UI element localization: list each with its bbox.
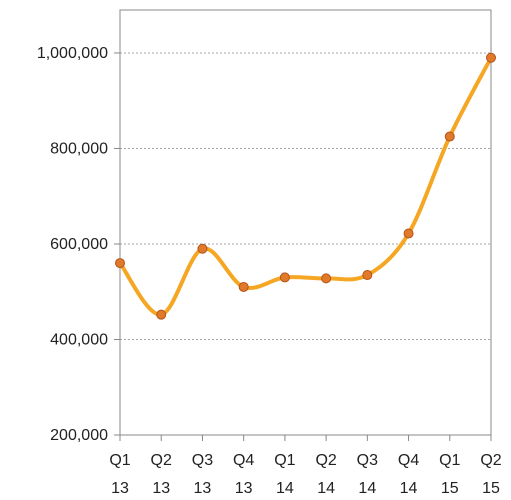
x-axis-ticks: Q1 13 Q2 13 Q3 13 Q4 13 Q1 14 Q2 14 Q3 14 Q4 14 Q1 15 Q2 15 [109,435,502,497]
data-point [321,273,332,284]
data-point [238,281,249,292]
data-point [362,270,373,281]
x-tick-label: 14 [317,480,335,497]
y-tick-label: 400,000 [50,331,108,348]
x-tick-label: Q1 [439,452,460,469]
series-line [118,55,493,317]
gridlines [120,52,491,340]
x-tick-label: Q2 [315,452,336,469]
y-axis-ticks: 200,000 400,000 600,000 800,000 1,000,000 [37,45,120,444]
series-markers [115,52,496,320]
data-point [115,258,125,269]
data-point [156,309,167,320]
y-tick-label: 800,000 [50,140,108,157]
x-tick-label: Q4 [398,452,419,469]
x-tick-label: Q3 [192,452,213,469]
x-tick-label: Q1 [109,452,130,469]
y-tick-label: 200,000 [50,427,108,444]
data-point [279,272,290,283]
x-tick-label: 13 [235,480,253,497]
x-tick-label: Q2 [151,452,172,469]
data-point [444,131,455,142]
x-tick-label: Q1 [274,452,295,469]
x-tick-label: 14 [400,480,418,497]
x-tick-label: 15 [482,480,500,497]
data-point [403,228,414,239]
x-tick-label: 13 [152,480,170,497]
x-tick-label: 13 [194,480,212,497]
data-point [197,243,208,254]
y-tick-label: 600,000 [50,236,108,253]
x-tick-label: 15 [441,480,459,497]
x-tick-label: 14 [358,480,376,497]
x-tick-label: 14 [276,480,294,497]
x-tick-label: Q2 [480,452,501,469]
x-tick-label: Q4 [233,452,254,469]
x-tick-label: Q3 [357,452,378,469]
data-point [486,52,496,63]
y-tick-label: 1,000,000 [37,45,108,62]
plot-area [119,9,492,436]
x-tick-label: 13 [111,480,129,497]
